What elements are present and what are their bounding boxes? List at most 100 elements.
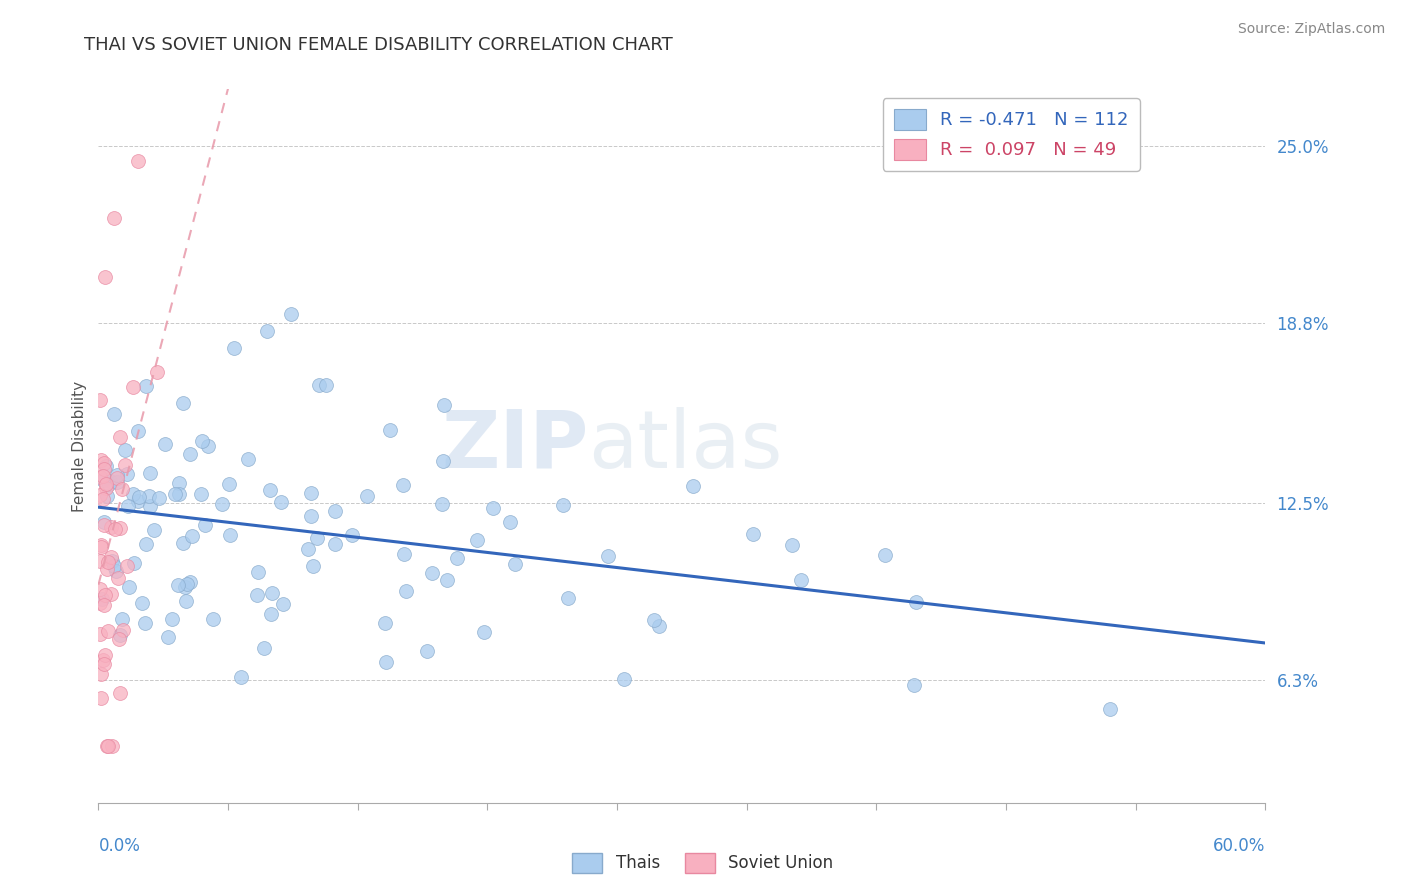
Point <box>229 670 252 684</box>
Point <box>127 494 149 508</box>
Point <box>103 558 125 573</box>
Point <box>135 379 157 393</box>
Point <box>271 597 294 611</box>
Point <box>96 489 118 503</box>
Point <box>100 550 122 565</box>
Point <box>138 489 160 503</box>
Point <box>100 520 122 534</box>
Legend: R = -0.471   N = 112, R =  0.097   N = 49: R = -0.471 N = 112, R = 0.097 N = 49 <box>883 98 1140 170</box>
Point <box>94 476 117 491</box>
Point <box>122 556 145 570</box>
Point <box>101 739 124 753</box>
Point <box>432 454 454 468</box>
Point <box>93 657 115 671</box>
Point <box>392 478 415 492</box>
Point <box>110 430 132 444</box>
Point <box>236 451 259 466</box>
Point <box>146 366 169 380</box>
Point <box>167 578 190 592</box>
Point <box>181 529 204 543</box>
Point <box>127 153 149 168</box>
Point <box>93 517 115 532</box>
Point <box>89 582 111 596</box>
Point <box>115 467 138 482</box>
Point <box>89 470 111 484</box>
Point <box>114 458 136 472</box>
Point <box>105 564 128 578</box>
Point <box>111 482 134 496</box>
Point <box>91 591 114 606</box>
Point <box>482 501 505 516</box>
Point <box>647 618 669 632</box>
Point <box>323 536 346 550</box>
Point <box>103 211 125 225</box>
Point <box>378 423 401 437</box>
Point <box>499 515 522 529</box>
Point <box>356 489 378 503</box>
Point <box>131 596 153 610</box>
Point <box>596 549 619 563</box>
Point <box>93 515 115 529</box>
Point <box>89 554 111 568</box>
Point <box>392 547 415 561</box>
Point <box>148 491 170 505</box>
Point <box>127 425 149 439</box>
Point <box>107 571 129 585</box>
Point <box>557 591 579 606</box>
Point <box>90 690 112 705</box>
Point <box>89 596 111 610</box>
Point <box>246 565 269 579</box>
Point <box>176 576 198 591</box>
Point <box>323 503 346 517</box>
Point <box>742 527 765 541</box>
Point <box>108 521 131 535</box>
Point <box>97 739 120 753</box>
Point <box>96 555 118 569</box>
Point <box>416 644 439 658</box>
Point <box>172 536 194 550</box>
Point <box>167 475 190 490</box>
Point <box>114 442 136 457</box>
Point <box>155 437 177 451</box>
Point <box>108 628 131 642</box>
Point <box>179 447 201 461</box>
Point <box>270 495 292 509</box>
Point <box>256 324 278 338</box>
Point <box>91 473 114 487</box>
Point <box>93 457 115 471</box>
Point <box>253 641 276 656</box>
Text: 0.0%: 0.0% <box>98 837 141 855</box>
Point <box>551 499 574 513</box>
Legend: Thais, Soviet Union: Thais, Soviet Union <box>565 847 841 880</box>
Point <box>340 528 363 542</box>
Point <box>280 307 302 321</box>
Point <box>875 549 897 563</box>
Point <box>174 580 197 594</box>
Point <box>94 648 117 662</box>
Point <box>308 377 330 392</box>
Point <box>790 573 813 587</box>
Point <box>135 536 157 550</box>
Point <box>420 566 443 581</box>
Point <box>111 624 134 638</box>
Text: ZIP: ZIP <box>441 407 589 485</box>
Point <box>433 398 456 412</box>
Point <box>260 607 283 621</box>
Point <box>157 630 180 644</box>
Point <box>374 655 396 669</box>
Point <box>103 522 125 536</box>
Point <box>107 632 129 647</box>
Point <box>219 528 242 542</box>
Point <box>105 468 128 483</box>
Point <box>505 557 527 571</box>
Text: 60.0%: 60.0% <box>1213 837 1265 855</box>
Point <box>222 341 245 355</box>
Point <box>302 558 325 573</box>
Point <box>89 627 111 641</box>
Point <box>107 471 129 485</box>
Point <box>93 270 115 285</box>
Point <box>117 500 139 514</box>
Point <box>111 612 134 626</box>
Point <box>139 499 162 513</box>
Point <box>315 378 337 392</box>
